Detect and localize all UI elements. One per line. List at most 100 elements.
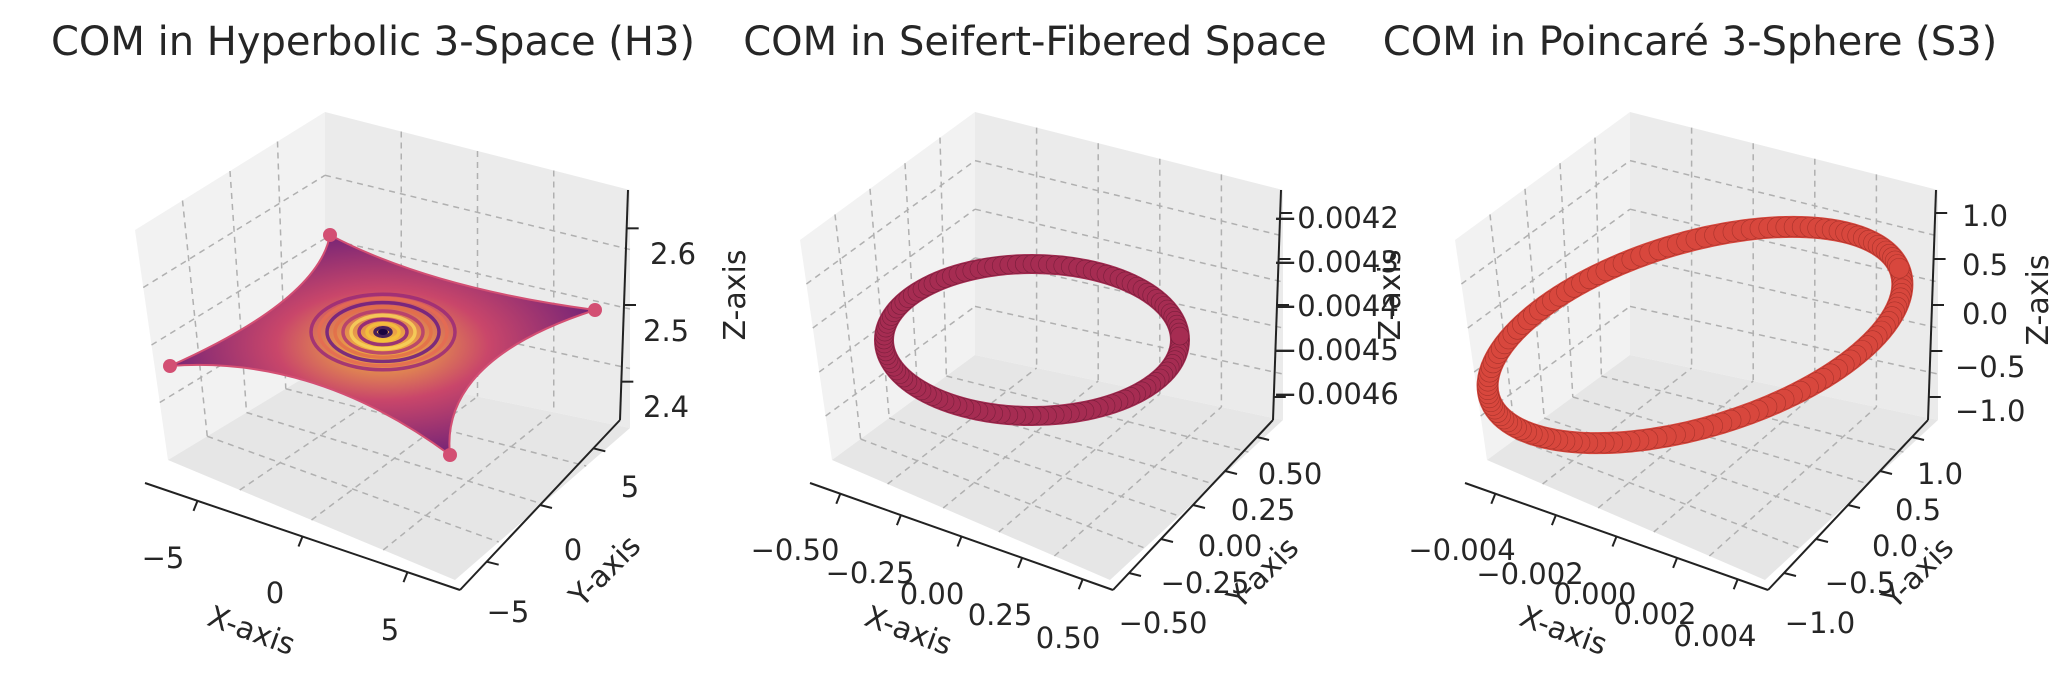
star-tip-point [588, 303, 602, 317]
gridline [939, 137, 948, 377]
gridline [1542, 367, 1693, 485]
gridline [1053, 406, 1222, 557]
panel-1-z-tick-2: 2.6 [650, 237, 696, 271]
ripple-ring [317, 296, 449, 368]
gridline [974, 305, 1284, 375]
panel-2-z-label: Z-axis [1373, 250, 1408, 341]
panel-h3: COM in Hyperbolic 3-Space (H3) −5 0 5 −5… [51, 19, 753, 663]
panel-2-x-tick-2: 0.00 [900, 577, 965, 611]
tick-mark [1783, 572, 1797, 577]
panel-3-z-label: Z-axis [2021, 255, 2052, 346]
tick-mark [1490, 493, 1497, 505]
ripple-ring [325, 300, 441, 364]
tick-mark [1077, 578, 1084, 590]
gridline [1543, 417, 1835, 517]
gridline [888, 417, 1180, 517]
panel-2-scatter-points [874, 254, 1190, 426]
panel-2-x-tick-4: 0.50 [1036, 621, 1101, 655]
panel-1-title: COM in Hyperbolic 3-Space (H3) [51, 19, 695, 65]
tick-mark [1550, 514, 1557, 526]
gridline [860, 438, 1145, 549]
gridline [324, 174, 631, 251]
gridline [382, 411, 555, 551]
panel-2-x-tick-1: −0.25 [826, 556, 915, 590]
gridline [805, 159, 976, 285]
gridline [917, 396, 1215, 485]
tick-mark [1611, 536, 1618, 547]
gridline [1467, 208, 1631, 329]
gridline [1480, 305, 1631, 417]
tick-mark [1192, 504, 1206, 509]
ripple-center [378, 329, 388, 335]
gridline [311, 395, 478, 521]
panel-2-z-tick-1: −0.0043 [1273, 245, 1399, 279]
panel-2-y-tick-1: −0.25 [1161, 566, 1250, 600]
tick-mark [402, 571, 409, 583]
panel-seifert: COM in Seifert-Fibered Space −0.50 −0.25… [743, 19, 1408, 663]
gridline [206, 435, 500, 543]
panel-3-z-tick-0: −1.0 [1955, 394, 2025, 428]
panel-2-z-tick-4: −0.0046 [1273, 377, 1399, 411]
panel-3-y-tick-0: −1.0 [1785, 606, 1855, 640]
panel-3-y-tick-2: 0.0 [1872, 529, 1918, 563]
gridline [1594, 137, 1603, 377]
gridline [834, 214, 862, 440]
ripple-ring [333, 305, 433, 359]
panel-3-x-tick-1: −0.002 [1476, 557, 1583, 591]
panel-3-gridlines [1460, 127, 1939, 557]
gridline [942, 380, 1099, 509]
gridline [1653, 393, 1816, 533]
panel-3-y-tick-4: 1.0 [1917, 457, 1963, 491]
gridline [812, 208, 976, 329]
panel-2-z-tick-3: −0.0045 [1273, 333, 1399, 367]
gridline [998, 393, 1161, 533]
panel-3-pane-floor [1487, 355, 1938, 580]
panel-1-z-tick-1: 2.5 [643, 314, 689, 348]
tick-mark [297, 536, 304, 547]
gridline [1629, 208, 1939, 283]
gridline [1515, 438, 1800, 549]
ripple-ring [365, 321, 401, 343]
gridline [1489, 214, 1517, 440]
panel-2-x-tick-0: −0.50 [751, 533, 840, 567]
tick-mark [1672, 557, 1679, 569]
panel-2-y-tick-3: 0.25 [1231, 493, 1296, 527]
tick-mark [1128, 572, 1142, 577]
gridline [1629, 159, 1939, 237]
panel-3-x-tick-2: 0.000 [1553, 577, 1636, 611]
panel-2-pane-left [800, 112, 975, 460]
star-tip-point [163, 359, 177, 373]
star-tip-point [323, 228, 337, 242]
gridline [974, 159, 1284, 237]
panel-2-title: COM in Seifert-Fibered Space [743, 19, 1327, 65]
panel-1-y-tick-2: 5 [621, 470, 639, 504]
tick-mark [1732, 578, 1739, 590]
gridline [974, 208, 1284, 283]
tick-mark [539, 504, 553, 509]
panel-1-x-tick-1: 0 [266, 576, 284, 610]
panel-2-y-tick-2: 0.00 [1198, 529, 1263, 563]
panel-3-scatter-points [1477, 216, 1913, 454]
panel-2-x-tick-3: 0.25 [968, 598, 1033, 632]
tick-mark [956, 536, 963, 547]
tick-mark [1815, 538, 1829, 543]
panel-1-x-tick-0: −5 [142, 541, 185, 575]
ripple-ring [357, 317, 409, 347]
panel-s3: COM in Poincaré 3-Sphere (S3) −0.004 −0.… [1383, 19, 2052, 663]
tick-mark [486, 560, 499, 566]
panel-1-x-label: X-axis [203, 599, 300, 663]
gridline [1629, 257, 1939, 329]
panel-2-z-tick-2: −0.0044 [1273, 289, 1399, 323]
tick-mark [1224, 470, 1238, 475]
panel-1-z-label: Z-axis [718, 250, 753, 341]
ripple-ring [349, 313, 417, 351]
panel-3-z-tick-3: 0.5 [1962, 248, 2008, 282]
panel-2-z-tick-0: −0.0042 [1273, 201, 1399, 235]
panel-2-pane-back [975, 112, 1283, 420]
tick-mark [1256, 436, 1270, 441]
gridline [151, 237, 326, 346]
panel-3-x-tick-3: 0.002 [1613, 597, 1696, 631]
gridline [887, 367, 1038, 485]
tick-mark [1879, 470, 1893, 475]
